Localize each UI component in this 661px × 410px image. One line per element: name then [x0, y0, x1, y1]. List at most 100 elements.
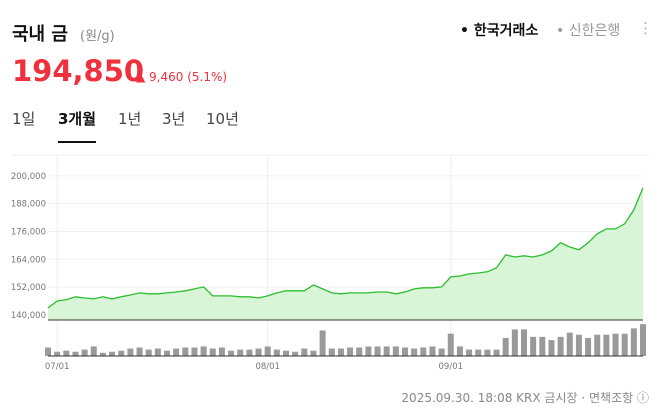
volume-bar — [127, 348, 134, 356]
volume-bar — [621, 333, 628, 356]
volume-bar — [402, 347, 408, 356]
volume-bar — [63, 350, 70, 356]
source-tab[interactable]: • 신한은행 — [556, 23, 621, 39]
volume-bar — [228, 350, 235, 356]
period-tab[interactable]: 1년 — [118, 110, 142, 128]
y-tick-label: 164,000 — [11, 255, 46, 265]
volume-bar — [283, 350, 289, 356]
title: 국내 금 — [12, 24, 68, 45]
volume-bar — [438, 348, 445, 356]
volume-bar — [640, 324, 646, 356]
volume-bar — [81, 349, 88, 356]
volume-bar — [429, 346, 436, 356]
volume-bar — [246, 349, 253, 356]
volume-bar — [273, 349, 280, 356]
period-tab[interactable]: 1일 — [12, 110, 36, 128]
price: 194,850 — [12, 54, 145, 88]
volume-bar — [328, 348, 335, 356]
timestamp: 2025.09.30. 18:08 — [401, 391, 513, 405]
volume-bar — [566, 332, 573, 356]
volume-bar — [539, 336, 546, 356]
period-tabs: 1일 3개월 1년 3년 10년 — [0, 108, 300, 144]
volume-bar — [109, 351, 116, 356]
source-label: 한국거래소 — [473, 23, 539, 39]
volume-bar — [136, 347, 143, 356]
x-tick-label: 08/01 — [255, 362, 280, 372]
volume-bar — [493, 349, 500, 356]
change-pct: (5.1%) — [187, 70, 228, 84]
volume-bar — [594, 334, 601, 356]
volume-bar — [90, 346, 97, 356]
area-fill — [48, 187, 643, 320]
volume-bar — [612, 333, 619, 356]
volume-bar — [347, 347, 354, 356]
y-tick-label: 152,000 — [11, 283, 46, 293]
volume-bar — [164, 350, 170, 356]
period-tab[interactable]: 3개월 — [58, 108, 97, 143]
source-label: 신한은행 — [568, 23, 621, 39]
volume-bar — [264, 346, 271, 356]
volume-bar — [630, 328, 637, 356]
volume-bar — [365, 346, 372, 356]
volume-bar — [356, 347, 363, 356]
volume-bar — [585, 337, 592, 356]
volume-bar — [182, 347, 189, 356]
volume-bar — [72, 351, 79, 356]
volume-bar — [603, 334, 610, 356]
y-tick-label: 176,000 — [11, 227, 46, 237]
volume-bar — [530, 336, 537, 356]
volume-bar — [218, 347, 225, 356]
volume-bar — [511, 329, 518, 356]
volume-bar — [392, 346, 399, 356]
volume-bar — [456, 346, 463, 356]
volume-bar — [237, 349, 244, 356]
volume-bar — [411, 348, 418, 356]
change-value: 9,460 — [149, 70, 184, 84]
volume-bar — [200, 346, 207, 356]
x-tick-label: 09/01 — [439, 362, 464, 372]
volume-bar — [310, 350, 317, 356]
volume-bar — [575, 334, 582, 356]
volume-bar — [521, 329, 527, 356]
volume-bar — [557, 336, 564, 356]
more-menu[interactable]: ⋮ — [638, 19, 653, 37]
volume-bar — [475, 349, 482, 356]
volume-bar — [292, 351, 299, 356]
volume-bar — [466, 349, 473, 356]
volume-bar — [191, 347, 198, 356]
volume-bar — [548, 340, 555, 356]
volume-bar — [145, 349, 152, 356]
volume-bar — [54, 351, 61, 356]
volume-bar — [255, 348, 262, 356]
change: ▲ 9,460 (5.1%) — [136, 70, 228, 84]
x-tick-label: 07/01 — [45, 362, 70, 372]
disclaimer[interactable]: 면책조항 — [589, 391, 634, 405]
unit: (원/g) — [80, 29, 115, 44]
volume-bar — [173, 348, 180, 356]
y-tick-label: 188,000 — [11, 200, 46, 210]
volume-bar — [45, 347, 51, 356]
volume-bar — [420, 347, 427, 356]
volume-bar — [209, 348, 216, 356]
data-source: KRX 금시장 — [516, 391, 578, 405]
volume-bar — [99, 352, 106, 356]
volume-bar — [502, 337, 509, 356]
volume-bar — [374, 346, 381, 356]
volume-bar — [319, 330, 326, 356]
chart: 140,000 152,000 164,000 176,000 188,000 200,0… — [11, 154, 649, 372]
y-tick-label: 140,000 — [11, 311, 46, 321]
volume-bar — [301, 348, 308, 356]
period-tab[interactable]: 3년 — [162, 110, 186, 128]
price-line — [47, 187, 644, 309]
volume-bar — [447, 333, 454, 356]
source-tab[interactable]: • 한국거래소 — [460, 23, 539, 39]
volume-bar — [484, 349, 491, 356]
period-tab[interactable]: 10년 — [206, 110, 239, 128]
footer: 2025.09.30. 18:08 KRX 금시장 · 면책조항 ⓘ — [401, 391, 649, 405]
volume-bar — [118, 350, 125, 356]
y-tick-label: 200,000 — [11, 172, 46, 182]
volume-bar — [337, 348, 344, 356]
volume-bar — [383, 346, 390, 356]
volume-bar — [154, 348, 161, 356]
